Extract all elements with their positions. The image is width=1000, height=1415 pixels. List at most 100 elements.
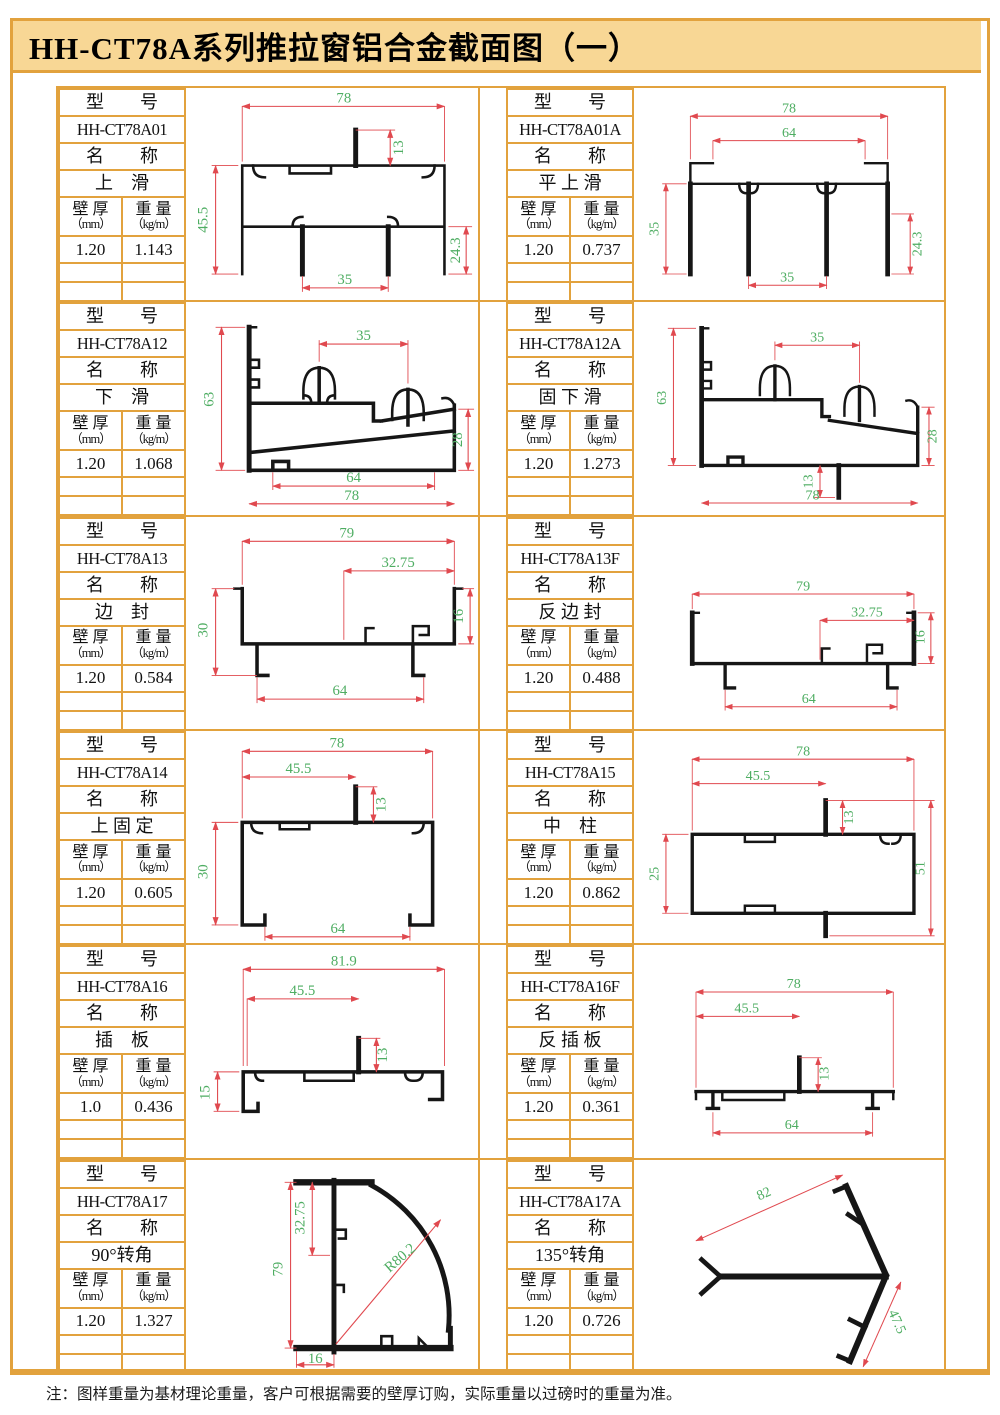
- weight-value: 0.361: [569, 1092, 634, 1122]
- cad-drawing: 35 63 28 13 78: [654, 326, 940, 507]
- dim-label: 45.5: [746, 768, 771, 784]
- cad-drawing: 79 32.75 16 64: [689, 578, 935, 711]
- thickness-value: 1.20: [58, 235, 123, 264]
- spec-table-a16: 型 号 HH-CT78A16 名 称 插 板 壁 厚（mm） 重 量（kg/m）…: [58, 945, 186, 1158]
- dim-label: 45.5: [734, 1001, 759, 1017]
- dim-label: 35: [337, 272, 352, 288]
- model-label: 型 号: [58, 302, 186, 332]
- dim-label: 13: [841, 810, 857, 824]
- profile-cell-a12a: 型 号 HH-CT78A12A 名 称 固 下 滑 壁 厚（mm） 重 量（kg…: [480, 302, 946, 517]
- weight-value: 0.862: [569, 877, 634, 907]
- name-value: 反 边 封: [506, 597, 634, 627]
- profile-grid: 型 号 HH-CT78A01 名 称 上 滑 壁 厚（mm） 重 量（kg/m）…: [56, 86, 946, 1374]
- section-drawing-a12: 35 63 28 64 78: [186, 302, 478, 514]
- weight-value: 0.737: [569, 235, 634, 264]
- weight-value: 1.273: [569, 449, 634, 479]
- profile-shape: [233, 586, 464, 677]
- name-label: 名 称: [506, 356, 634, 386]
- name-label: 名 称: [58, 356, 186, 386]
- model-value: HH-CT78A16F: [506, 972, 634, 1002]
- dim-label: 79: [796, 578, 810, 594]
- thickness-value: 1.0: [58, 1092, 123, 1122]
- name-label: 名 称: [506, 999, 634, 1029]
- page-title: HH-CT78A系列推拉窗铝合金截面图（一）: [29, 31, 640, 66]
- thickness-header: 壁 厚（mm）: [506, 838, 571, 880]
- model-value: HH-CT78A12A: [506, 329, 634, 359]
- thickness-header: 壁 厚（mm）: [58, 624, 123, 666]
- weight-value: 1.068: [121, 449, 186, 479]
- dim-label: 13: [375, 1048, 391, 1063]
- weight-header: 重 量（kg/m）: [569, 196, 634, 237]
- profile-shape: [688, 161, 890, 277]
- profile-shape: [699, 326, 920, 501]
- dim-label: 64: [782, 125, 796, 141]
- thickness-header: 壁 厚（mm）: [58, 1267, 123, 1309]
- weight-value: 0.436: [121, 1092, 186, 1122]
- dim-label: 64: [785, 1117, 799, 1133]
- spec-table-a17: 型 号 HH-CT78A17 名 称 90°转角 壁 厚（mm） 重 量（kg/…: [58, 1159, 186, 1372]
- dim-label: 79: [339, 525, 354, 541]
- cad-drawing: 79 32.75 30 16 64: [196, 525, 475, 703]
- weight-header: 重 量（kg/m）: [569, 838, 634, 880]
- thickness-value: 1.20: [58, 1306, 123, 1336]
- model-value: HH-CT78A13: [58, 543, 186, 573]
- thickness-value: 1.20: [506, 1306, 571, 1336]
- weight-header: 重 量（kg/m）: [121, 410, 186, 452]
- spec-table-a14: 型 号 HH-CT78A14 名 称 上 固 定 壁 厚（mm） 重 量（kg/…: [58, 730, 186, 944]
- dim-label: 79: [271, 1261, 287, 1276]
- name-value: 固 下 滑: [506, 383, 634, 413]
- dim-label: 13: [391, 140, 407, 155]
- dim-label: 15: [198, 1086, 214, 1101]
- weight-header: 重 量（kg/m）: [121, 624, 186, 666]
- weight-value: 0.488: [569, 663, 634, 693]
- profile-cell-a13f: 型 号 HH-CT78A13F 名 称 反 边 封 壁 厚（mm） 重 量（kg…: [480, 516, 946, 731]
- profile-shape: [241, 1036, 445, 1114]
- cad-drawing: 78 45.5 13 30 64: [196, 735, 435, 941]
- profile-cell-a01a: 型 号 HH-CT78A01A 名 称 平 上 滑 壁 厚（mm） 重 量（kg…: [480, 88, 946, 303]
- thickness-value: 1.20: [506, 1092, 571, 1122]
- weight-value: 0.605: [121, 877, 186, 907]
- dimensions: 78 64 35 24.3 35: [646, 100, 925, 290]
- profile-shape: [293, 1177, 454, 1355]
- profile-cell-a12: 型 号 HH-CT78A12 名 称 下 滑 壁 厚（mm） 重 量（kg/m）…: [56, 302, 480, 517]
- dim-label: 24.3: [448, 237, 464, 263]
- cad-drawing: 35 63 28 64 78: [202, 325, 475, 508]
- name-label: 名 称: [58, 142, 186, 171]
- section-drawing-a14: 78 45.5 13 30 64: [186, 731, 478, 943]
- weight-header: 重 量（kg/m）: [569, 624, 634, 666]
- profile-shape: [690, 798, 916, 939]
- thickness-value: 1.20: [58, 877, 123, 907]
- profile-cell-a13: 型 号 HH-CT78A13 名 称 边 封 壁 厚（mm） 重 量（kg/m）…: [56, 516, 480, 731]
- weight-header: 重 量（kg/m）: [121, 1053, 186, 1095]
- thickness-header: 壁 厚（mm）: [506, 410, 571, 452]
- weight-header: 重 量（kg/m）: [121, 838, 186, 880]
- model-label: 型 号: [58, 1159, 186, 1189]
- name-value: 上 固 定: [58, 811, 186, 841]
- profile-shape: [698, 1181, 890, 1365]
- cad-drawing: 78 13 45.5 24.3 35: [196, 90, 473, 292]
- spec-table-a13f: 型 号 HH-CT78A13F 名 称 反 边 封 壁 厚（mm） 重 量（kg…: [506, 516, 634, 729]
- name-value: 135°转角: [506, 1240, 634, 1270]
- model-value: HH-CT78A12: [58, 329, 186, 359]
- profile-shape: [689, 610, 917, 690]
- thickness-value: 1.20: [506, 877, 571, 907]
- dimensions: 78 45.5 13 64: [695, 977, 895, 1137]
- section-drawing-a16f: 78 45.5 13 64: [634, 945, 944, 1157]
- dim-label: 35: [646, 222, 662, 236]
- name-label: 名 称: [506, 1213, 634, 1243]
- dim-label: 63: [202, 392, 218, 407]
- dim-label: 35: [780, 270, 794, 286]
- name-label: 名 称: [58, 784, 186, 814]
- profile-shape: [240, 784, 435, 927]
- section-drawing-a17a: 82 47.5: [634, 1160, 944, 1372]
- dimensions: 78 13 45.5 24.3 35: [196, 90, 473, 292]
- dimensions: 32.75 79 R80.2 16: [271, 1181, 442, 1368]
- dim-label: 78: [330, 735, 345, 751]
- model-label: 型 号: [506, 302, 634, 332]
- cad-drawing: 78 45.5 13 25 51: [646, 743, 935, 939]
- dim-label: 47.5: [885, 1307, 910, 1336]
- name-label: 名 称: [506, 142, 634, 171]
- thickness-header: 壁 厚（mm）: [58, 838, 123, 880]
- dimensions: 35 63 28 64 78: [202, 326, 475, 508]
- dim-label: 32.75: [292, 1201, 308, 1234]
